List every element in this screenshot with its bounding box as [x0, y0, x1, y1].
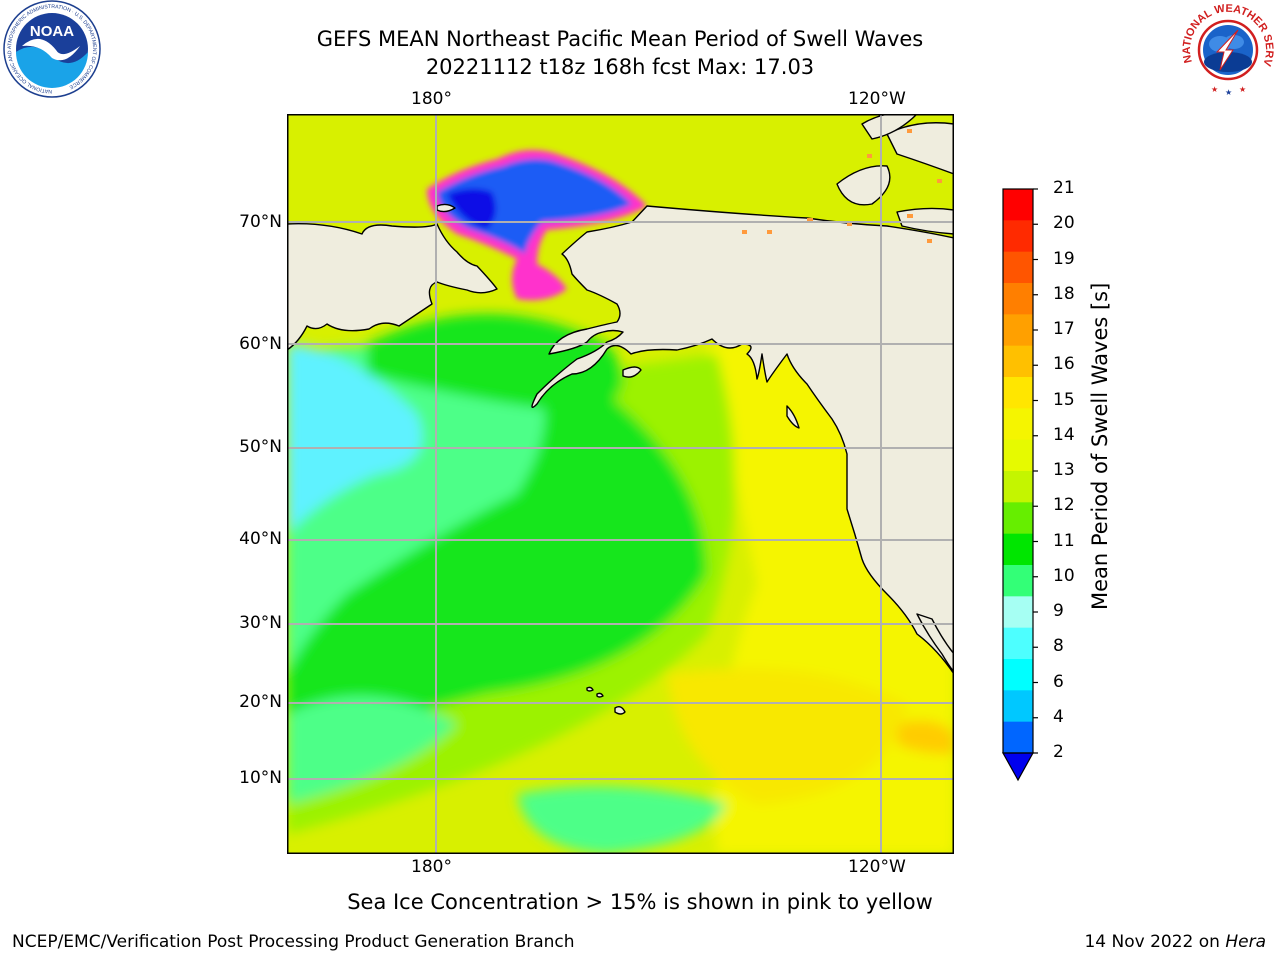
colorbar-tick-label: 16 — [1053, 354, 1075, 375]
chart-subtitle: 20221112 t18z 168h fcst Max: 17.03 — [425, 55, 815, 79]
svg-text:NOAA: NOAA — [30, 23, 74, 40]
field-lightgreen-south2 — [517, 786, 727, 854]
colorbar-tick-label: 11 — [1053, 530, 1075, 551]
colorbar-segment — [1003, 471, 1033, 503]
colorbar-segment — [1003, 439, 1033, 472]
colorbar-tick-label: 14 — [1053, 424, 1075, 445]
colorbar-tick-label: 10 — [1053, 565, 1075, 586]
bottom-lon-label-180: 180° — [411, 857, 452, 877]
ice-dot — [807, 218, 813, 222]
svg-text:★: ★ — [1239, 85, 1246, 94]
chart-title: GEFS MEAN Northeast Pacific Mean Period … — [316, 27, 924, 51]
footer-date-text: 14 Nov 2022 on — [1084, 932, 1226, 952]
land-hawaii-2 — [596, 692, 604, 698]
field-lightgreen-south — [287, 696, 457, 804]
colorbar-tick-label: 17 — [1053, 319, 1075, 339]
lat-label-60n: 60°N — [239, 334, 282, 354]
land-siberia — [287, 223, 498, 351]
ice-dot — [742, 230, 747, 234]
svg-text:★: ★ — [1211, 85, 1218, 94]
sea-ice-caption: Sea Ice Concentration > 15% is shown in … — [347, 890, 933, 914]
land-arctic-island-2 — [886, 122, 954, 175]
colorbar-segment — [1003, 596, 1033, 629]
ice-dot — [907, 214, 913, 218]
ice-field — [437, 158, 632, 254]
colorbar-segment — [1003, 345, 1033, 378]
colorbar-tick-label: 6 — [1053, 671, 1064, 692]
land-kodiak — [622, 366, 642, 378]
lat-label-40n: 40°N — [239, 529, 282, 549]
colorbar-tick-label: 8 — [1053, 636, 1064, 657]
swell-period-map — [287, 114, 954, 854]
colorbar-tick-label: 4 — [1053, 706, 1064, 727]
ice-dot — [927, 239, 932, 243]
field-green-north — [367, 314, 623, 414]
colorbar-segment — [1003, 314, 1033, 347]
ice-deep — [447, 188, 496, 229]
land-hawaii-3 — [586, 686, 594, 692]
colorbar-segment — [1003, 251, 1033, 284]
colorbar-tick-label: 2 — [1053, 742, 1064, 762]
colorbar-tick-label: 13 — [1053, 460, 1075, 480]
map-border — [287, 114, 954, 854]
land-north-america — [531, 205, 954, 675]
colorbar-segment — [1003, 408, 1033, 441]
land-chukotka-islands — [436, 203, 456, 213]
colorbar-label: Mean Period of Swell Waves [s] — [1088, 282, 1112, 610]
colorbar-segment — [1003, 377, 1033, 409]
ice-dot — [767, 230, 772, 234]
colorbar-segment — [1003, 189, 1033, 221]
top-lon-label-180: 180° — [411, 89, 452, 109]
top-lon-label-120w: 120°W — [848, 89, 906, 109]
colorbar-segment — [1003, 690, 1033, 723]
ice-dot — [907, 129, 912, 133]
field-orange-east — [897, 720, 954, 754]
field-cyan-west — [287, 344, 422, 534]
colorbar-tick-label: 9 — [1053, 601, 1064, 621]
land-vancouver-island — [786, 405, 800, 429]
colorbar-extend-triangle — [1001, 752, 1035, 782]
colorbar-segment — [1003, 659, 1033, 691]
bottom-lon-label-120w: 120°W — [848, 857, 906, 877]
lat-label-20n: 20°N — [239, 692, 282, 712]
colorbar-tick-label: 15 — [1053, 389, 1075, 410]
ice-dot — [847, 222, 852, 226]
lat-label-70n: 70°N — [239, 212, 282, 232]
colorbar-tick-label: 21 — [1053, 178, 1075, 198]
colorbar — [1001, 188, 1038, 782]
ice-dot — [937, 179, 942, 183]
land-arctic-island-1 — [836, 165, 891, 206]
footer-credit: NCEP/EMC/Verification Post Processing Pr… — [12, 932, 575, 952]
lat-label-30n: 30°N — [239, 613, 282, 633]
noaa-logo: NOAA NATIONAL OCEANIC AND ATMOSPHERIC AD… — [3, 0, 101, 98]
colorbar-segment — [1003, 220, 1033, 253]
colorbar-tick-label: 19 — [1053, 248, 1075, 269]
ice-dot — [867, 154, 872, 158]
footer-date: 14 Nov 2022 on Hera — [1084, 932, 1266, 952]
colorbar-segment — [1003, 565, 1033, 597]
nws-logo: NATIONAL WEATHER SERVICE ★ ★ ★ — [1176, 0, 1275, 97]
colorbar-segment — [1003, 283, 1033, 315]
land-hawaii-1 — [614, 705, 626, 715]
colorbar-segment — [1003, 721, 1033, 754]
lat-label-10n: 10°N — [239, 768, 282, 788]
svg-text:★: ★ — [1225, 88, 1232, 97]
colorbar-segment — [1003, 533, 1033, 566]
colorbar-segment — [1003, 627, 1033, 660]
colorbar-tick-label: 18 — [1053, 283, 1075, 304]
land-baja — [916, 613, 954, 673]
colorbar-segment — [1003, 502, 1033, 535]
footer-host: Hera — [1225, 932, 1266, 952]
colorbar-tick-label: 20 — [1053, 213, 1075, 234]
colorbar-tick-label: 12 — [1053, 495, 1075, 516]
lat-label-50n: 50°N — [239, 437, 282, 457]
